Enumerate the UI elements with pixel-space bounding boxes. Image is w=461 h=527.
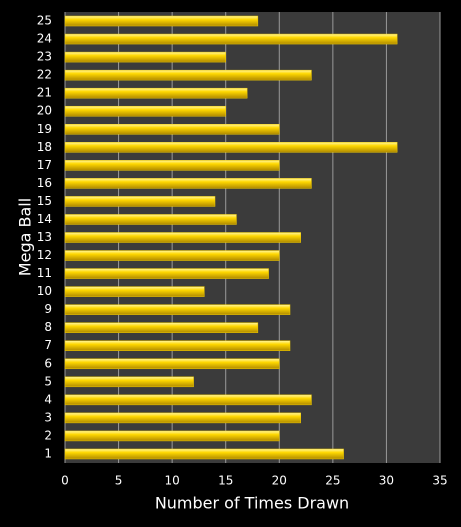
bar xyxy=(64,51,226,63)
x-tick-label: 30 xyxy=(379,474,394,488)
y-tick-label: 17 xyxy=(37,158,52,172)
y-tick-label: 16 xyxy=(37,176,52,190)
y-tick-label: 20 xyxy=(37,104,52,118)
bar xyxy=(64,105,226,117)
bar xyxy=(64,250,280,261)
bar xyxy=(64,412,301,424)
y-tick-label: 4 xyxy=(44,392,52,406)
y-tick-label: 10 xyxy=(37,284,52,298)
y-tick-label: 14 xyxy=(37,212,52,226)
y-tick-label: 23 xyxy=(37,50,52,64)
y-tick-label: 22 xyxy=(37,68,52,82)
x-tick-label: 0 xyxy=(61,474,69,488)
bar xyxy=(64,124,280,135)
bar xyxy=(64,376,194,388)
y-tick-label: 21 xyxy=(37,86,52,100)
x-tick-label: 25 xyxy=(325,474,340,488)
y-tick-label: 24 xyxy=(37,32,52,46)
y-axis-title: Mega Ball xyxy=(16,198,35,276)
bar xyxy=(64,286,205,297)
bar xyxy=(64,142,398,153)
y-tick-label: 5 xyxy=(44,374,52,388)
bar xyxy=(64,196,216,207)
bar xyxy=(64,33,398,45)
bar xyxy=(64,160,280,171)
bar xyxy=(64,87,248,99)
bar xyxy=(64,340,291,351)
bar xyxy=(64,178,312,189)
bar xyxy=(64,268,269,279)
bar xyxy=(64,15,259,27)
y-tick-label: 1 xyxy=(44,446,52,460)
x-tick-label: 15 xyxy=(218,474,233,488)
y-tick-label: 2 xyxy=(44,428,52,442)
x-axis-title: Number of Times Drawn xyxy=(155,494,349,513)
y-tick-label: 25 xyxy=(37,14,52,28)
bar xyxy=(64,430,280,442)
bar xyxy=(64,448,344,460)
y-tick-label: 13 xyxy=(37,230,52,244)
y-tick-label: 7 xyxy=(44,338,52,352)
y-tick-label: 19 xyxy=(37,122,52,136)
y-tick-label: 3 xyxy=(44,410,52,424)
y-tick-label: 18 xyxy=(37,140,52,154)
bar xyxy=(64,304,291,315)
bar xyxy=(64,232,301,243)
y-tick-label: 12 xyxy=(37,248,52,262)
bar xyxy=(64,214,237,225)
bar xyxy=(64,394,312,406)
y-tick-label: 6 xyxy=(44,356,52,370)
bar xyxy=(64,69,312,81)
x-tick-label: 20 xyxy=(272,474,287,488)
y-tick-label: 9 xyxy=(44,302,52,316)
x-tick-label: 35 xyxy=(432,474,447,488)
x-tick-label: 10 xyxy=(165,474,180,488)
x-tick-label: 5 xyxy=(115,474,123,488)
y-tick-label: 15 xyxy=(37,194,52,208)
y-tick-label: 11 xyxy=(37,266,52,280)
bar xyxy=(64,358,280,370)
y-tick-label: 8 xyxy=(44,320,52,334)
bar xyxy=(64,322,259,333)
